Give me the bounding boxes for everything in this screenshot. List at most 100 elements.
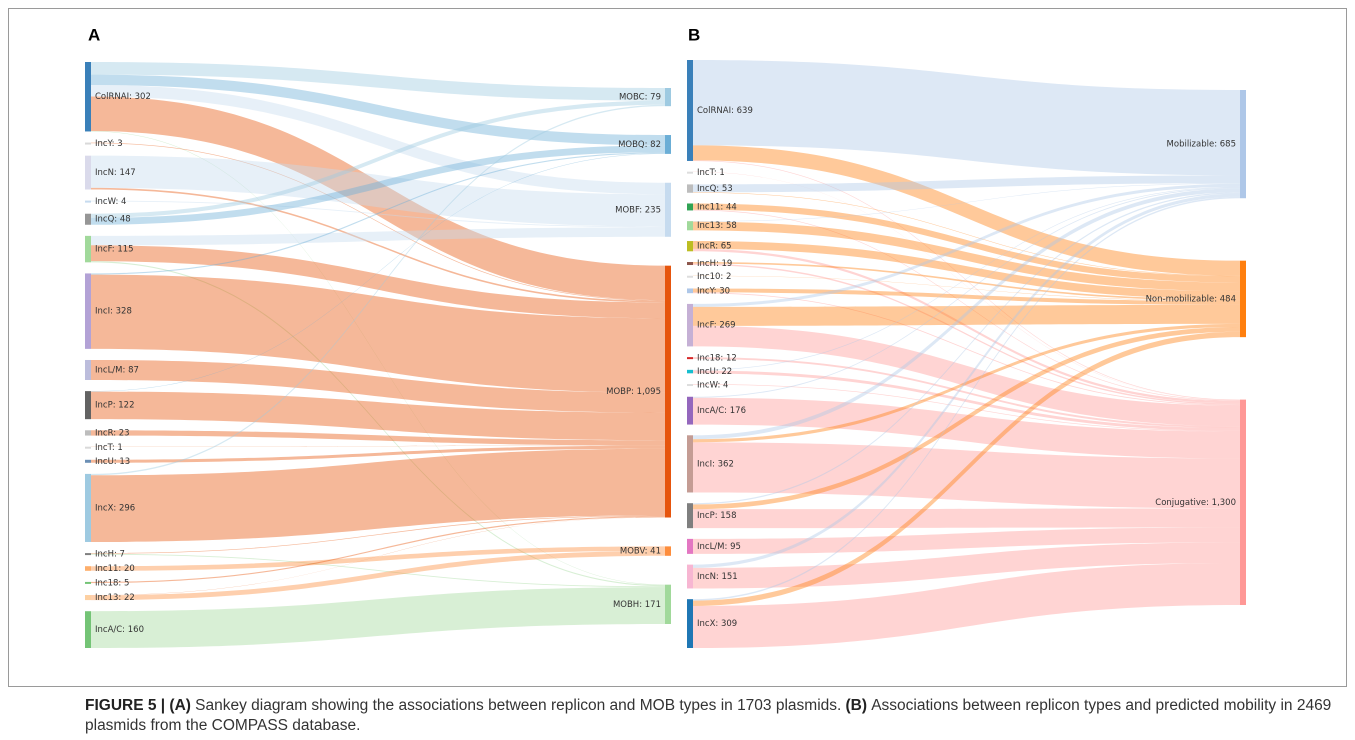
source-label: ColRNAI: 302 — [95, 92, 151, 102]
link — [693, 241, 1240, 300]
link — [91, 74, 665, 146]
link — [91, 430, 665, 446]
source-label: IncN: 151 — [697, 572, 738, 582]
target-node — [1240, 260, 1246, 338]
link — [693, 187, 1240, 398]
target-node — [665, 546, 671, 556]
source-label: IncQ: 48 — [95, 215, 131, 225]
target-node — [665, 182, 671, 237]
source-node — [687, 275, 693, 278]
link — [91, 153, 665, 392]
source-node — [85, 273, 91, 349]
link — [91, 587, 665, 648]
link — [693, 175, 1240, 193]
source-node — [687, 221, 693, 231]
source-label: IncF: 115 — [95, 245, 134, 255]
link — [693, 188, 1240, 440]
link — [91, 145, 665, 225]
link — [693, 209, 1240, 402]
target-node — [1240, 399, 1246, 605]
link — [91, 550, 665, 601]
source-label: IncR: 65 — [697, 242, 732, 252]
link — [693, 327, 1240, 510]
link — [91, 62, 665, 101]
source-label: IncW: 4 — [697, 381, 728, 391]
link — [693, 203, 1240, 283]
source-node — [85, 391, 91, 420]
source-label: Inc11: 20 — [95, 564, 135, 574]
source-label: IncR: 23 — [95, 428, 130, 438]
source-label: IncN: 147 — [95, 168, 136, 178]
link — [91, 261, 665, 587]
source-node — [687, 564, 693, 589]
source-node — [687, 503, 693, 529]
link — [693, 275, 1240, 301]
target-label: Conjugative: 1,300 — [1155, 498, 1236, 508]
source-label: IncP: 122 — [95, 401, 134, 411]
source-node — [85, 566, 91, 571]
source-label: IncA/C: 176 — [697, 406, 746, 416]
target-node — [665, 88, 671, 107]
source-label: IncX: 296 — [95, 503, 135, 513]
caption-text: (B) — [845, 697, 868, 714]
source-label: IncA/C: 160 — [95, 625, 144, 635]
link — [91, 516, 665, 584]
source-node — [687, 384, 693, 387]
link — [91, 200, 665, 228]
link — [91, 187, 665, 303]
caption: FIGURE 5 | (A) Sankey diagram showing the… — [85, 696, 1335, 736]
source-node — [687, 599, 693, 648]
link — [693, 60, 1240, 176]
source-label: Inc10: 2 — [697, 272, 731, 282]
link — [693, 397, 1240, 459]
figure: A ColRNAI: 302 IncY: 3 IncN: 147 IncW: 4 IncQ… — [8, 8, 1347, 687]
link — [693, 186, 1240, 371]
target-label: MOBF: 235 — [615, 205, 661, 215]
link — [91, 85, 665, 195]
target-label: MOBV: 41 — [620, 547, 661, 557]
source-label: IncT: 1 — [95, 443, 123, 453]
link — [91, 515, 665, 554]
link — [693, 508, 1240, 529]
caption-text: FIGURE 5 | (A) — [85, 697, 191, 714]
source-node — [85, 235, 91, 263]
source-label: IncI: 328 — [95, 307, 132, 317]
source-node — [85, 359, 91, 380]
link — [91, 553, 665, 588]
link — [693, 323, 1240, 443]
link — [693, 145, 1240, 276]
source-node — [687, 262, 693, 266]
source-node — [85, 155, 91, 190]
source-label: IncY: 30 — [697, 286, 730, 296]
source-label: IncL/M: 87 — [95, 365, 139, 375]
link — [693, 263, 1240, 405]
link — [693, 160, 1240, 401]
source-node — [85, 459, 91, 463]
caption-text: Associations between replicon types and … — [85, 697, 1332, 734]
link — [91, 445, 665, 447]
link — [693, 292, 1240, 406]
link — [693, 562, 1240, 648]
source-node — [85, 611, 91, 648]
source-node — [687, 369, 693, 374]
link — [693, 171, 1240, 401]
source-node — [687, 171, 693, 174]
source-node — [85, 473, 91, 542]
source-label: IncY: 3 — [95, 139, 123, 149]
source-label: IncP: 158 — [697, 511, 736, 521]
source-node — [85, 581, 91, 584]
target-node — [665, 584, 671, 624]
link — [693, 304, 1240, 326]
link — [91, 391, 665, 441]
target-label: Non-mobilizable: 484 — [1146, 294, 1236, 304]
source-node — [85, 446, 91, 449]
link — [693, 183, 1240, 222]
target-label: Mobilizable: 685 — [1167, 140, 1236, 150]
target-label: MOBQ: 82 — [618, 140, 661, 150]
source-node — [687, 396, 693, 425]
link — [91, 448, 665, 542]
link — [91, 359, 665, 413]
link — [693, 248, 1240, 404]
link — [693, 384, 1240, 432]
target-node — [665, 265, 671, 518]
